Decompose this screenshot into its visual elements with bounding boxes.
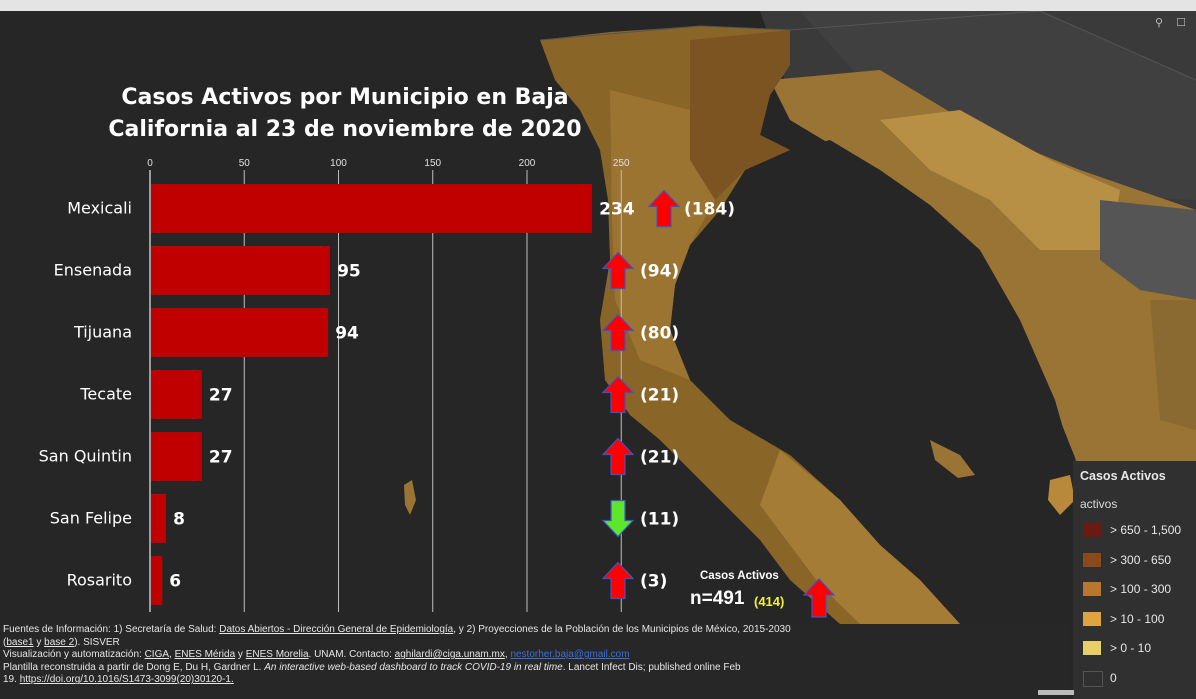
legend-label: > 0 - 10: [1110, 641, 1152, 655]
legend-swatch: [1083, 670, 1103, 687]
trend-up-arrow-icon: [601, 251, 635, 290]
base2-link[interactable]: base 2: [44, 636, 75, 648]
map-legend: Casos Activos activos > 650 - 1,500 > 300…: [1073, 461, 1196, 699]
category-label: San Quintin: [39, 447, 132, 466]
chart-title: Casos Activos por Municipio en Baja Cali…: [108, 85, 582, 142]
ciga-link[interactable]: CIGA: [144, 649, 170, 661]
summary-total: n=491: [690, 588, 745, 609]
bar: [151, 494, 167, 543]
legend-label: > 650 - 1,500: [1110, 523, 1182, 537]
legend-item: 0: [1073, 667, 1196, 691]
bar: [151, 432, 202, 481]
legend-swatch: [1083, 582, 1101, 596]
bar: [151, 184, 593, 233]
map-toolbar: ⚲ ☐: [1152, 16, 1188, 30]
previous-value-label: (3): [640, 572, 667, 592]
footer-line-4: Plantilla reconstruida a partir de Dong …: [3, 661, 741, 673]
previous-value-label: (21): [640, 386, 679, 406]
bar: [151, 370, 202, 419]
x-tick-label: 50: [239, 158, 251, 169]
bar: [151, 556, 163, 605]
footer-line-5: 19. https://doi.org/10.1016/S1473-3099(2…: [3, 674, 234, 686]
legend-label: > 100 - 300: [1110, 582, 1172, 596]
category-label: Tijuana: [73, 323, 132, 342]
enes-morelia-link[interactable]: ENES Morelia: [245, 649, 309, 661]
category-label: San Felipe: [50, 509, 132, 528]
value-label: 27: [209, 448, 233, 468]
category-label: Tecate: [79, 385, 132, 404]
bookmark-icon[interactable]: ☐: [1176, 17, 1186, 29]
legend-label: > 10 - 100: [1110, 611, 1165, 626]
value-label: 8: [173, 510, 185, 530]
bar: [151, 308, 329, 357]
value-label: 6: [169, 572, 181, 592]
legend-swatch: [1083, 552, 1101, 567]
enes-merida-link[interactable]: ENES Mérida: [174, 649, 236, 661]
previous-value-label: (94): [640, 262, 679, 282]
previous-value-label: (11): [640, 510, 679, 530]
legend-swatch: [1083, 523, 1101, 537]
x-tick-label: 0: [147, 158, 153, 169]
bar: [151, 246, 331, 295]
legend-title: Casos Activos: [1080, 469, 1166, 483]
base1-link[interactable]: base1: [6, 636, 34, 648]
footer-line-1: Fuentes de Información: 1) Secretaría de…: [3, 624, 791, 635]
category-label: Ensenada: [54, 261, 132, 280]
datos-abiertos-link[interactable]: Datos Abiertos - Dirección General de Ep…: [219, 624, 454, 635]
x-tick-label: 200: [519, 158, 536, 169]
trend-down-arrow-icon: [601, 499, 635, 538]
previous-value-label: (21): [640, 448, 679, 468]
legend-label: 0: [1110, 670, 1117, 685]
trend-up-arrow-icon: [601, 437, 635, 476]
summary-trend-arrow-icon: [803, 578, 835, 618]
x-tick-label: 150: [424, 158, 441, 169]
value-label: 95: [337, 262, 361, 282]
previous-value-label: (184): [684, 200, 735, 220]
email-link-2[interactable]: nestorher.baja@gmail.com: [510, 649, 630, 661]
category-label: Rosarito: [67, 571, 132, 590]
footer-line-3: Visualización y automatización: CIGA, EN…: [3, 649, 630, 661]
footer-line-2: (base1 y base 2). SISVER: [3, 636, 120, 648]
category-label: Mexicali: [67, 199, 132, 218]
legend-item: > 0 - 10: [1073, 637, 1196, 661]
background-map[interactable]: [0, 11, 1196, 624]
x-tick-label: 100: [330, 158, 347, 169]
browser-top-strip: [0, 0, 1196, 11]
legend-item: > 100 - 300: [1073, 578, 1196, 602]
legend-swatch: [1083, 611, 1101, 626]
legend-item: > 300 - 650: [1073, 549, 1196, 573]
legend-label: > 300 - 650: [1110, 552, 1172, 567]
search-icon[interactable]: ⚲: [1154, 17, 1164, 29]
bar-chart: 0 50 100 150 200 250 Mexicali 234 (184) Ensenada 9…: [39, 158, 735, 612]
legend-item: > 10 - 100: [1073, 608, 1196, 632]
summary-previous: (414): [754, 594, 785, 609]
map-scale-bar: [1038, 690, 1074, 695]
trend-up-arrow-icon: [601, 561, 635, 600]
trend-up-arrow-icon: [601, 375, 635, 414]
previous-value-label: (80): [640, 324, 679, 344]
value-label: 234: [599, 200, 635, 220]
value-label: 94: [335, 324, 359, 344]
email-link-1[interactable]: aghilardi@ciga.unam.mx: [394, 649, 505, 661]
legend-item: > 650 - 1,500: [1073, 519, 1196, 543]
summary-title: Casos Activos: [700, 570, 779, 582]
legend-swatch: [1083, 641, 1101, 655]
sources-footer: Fuentes de Información: 1) Secretaría de…: [0, 624, 1068, 699]
legend-subtitle: activos: [1080, 497, 1118, 511]
trend-up-arrow-icon: [601, 313, 635, 352]
trend-up-arrow-icon: [647, 189, 681, 228]
value-label: 27: [209, 386, 233, 406]
doi-link[interactable]: https://doi.org/10.1016/S1473-3099(20)30…: [19, 674, 234, 686]
x-tick-label: 250: [613, 158, 630, 169]
